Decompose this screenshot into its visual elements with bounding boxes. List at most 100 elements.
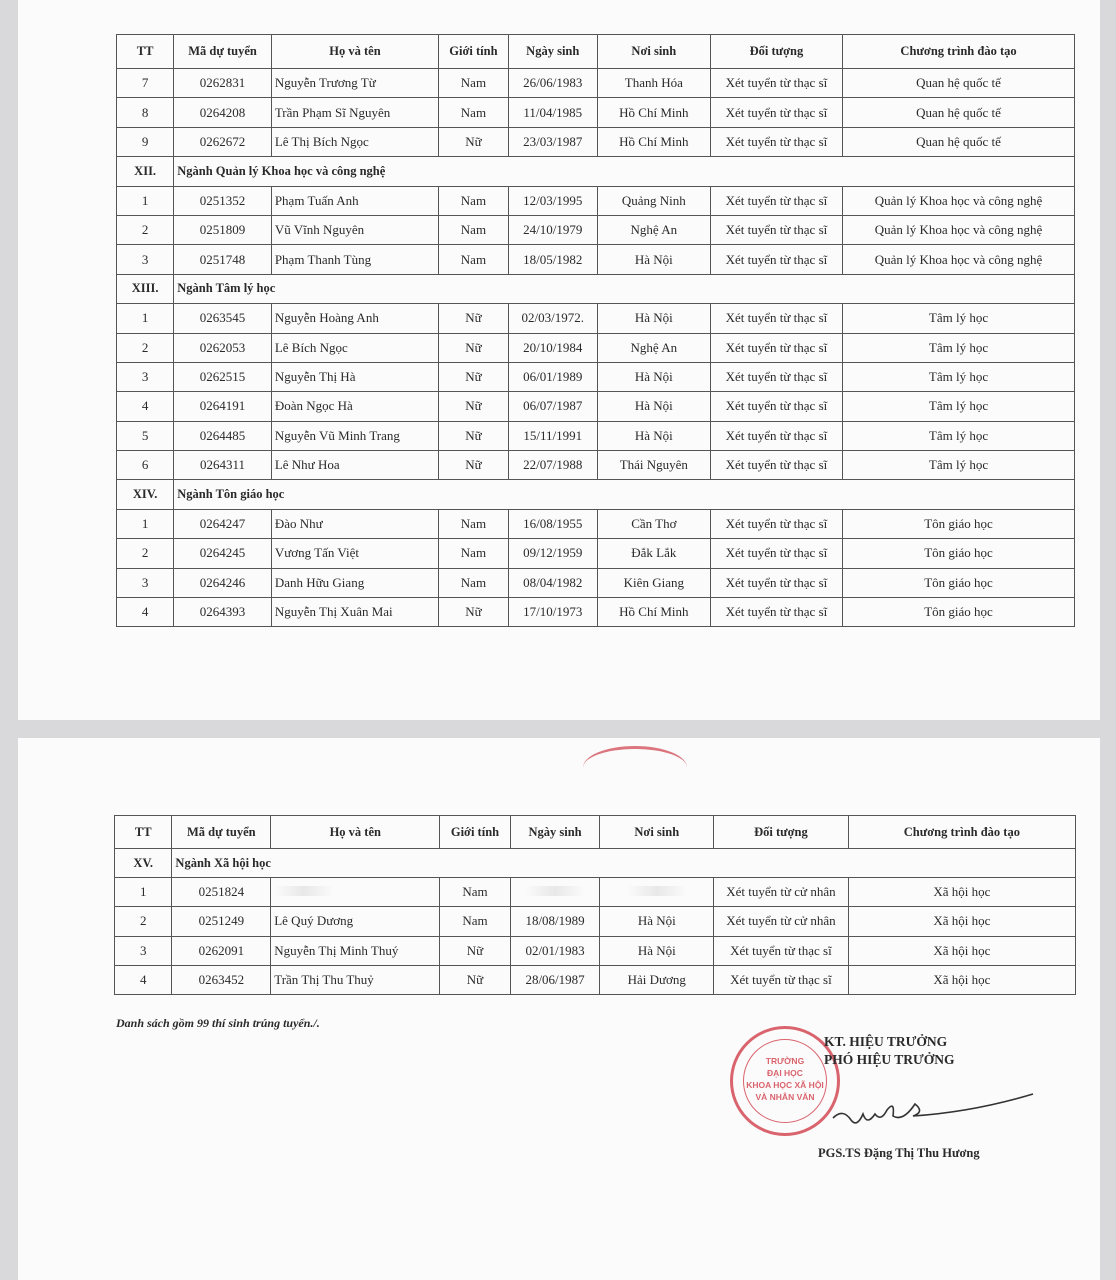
table-row: 2 0262053 Lê Bích Ngọc Nữ 20/10/1984 Nghệ An X… — [115, 332, 1075, 363]
table-cell: Quảng Ninh — [596, 185, 711, 216]
column-header: Giới tính — [438, 34, 509, 69]
seal-fragment — [583, 746, 687, 789]
redacted-value — [626, 886, 687, 897]
table-cell: Xét tuyển từ thạc sĩ — [709, 185, 844, 216]
table-cell: Xét tuyển từ thạc sĩ — [709, 391, 844, 422]
table-cell: Phạm Tuấn Anh — [270, 185, 440, 216]
table-cell: Tôn giáo học — [842, 508, 1075, 540]
table-cell: Xét tuyển từ thạc sĩ — [709, 332, 844, 363]
column-header: Ngày sinh — [507, 34, 598, 69]
admission-table-page-2: TT Mã dự tuyển Họ và tên Giới tính Ngày sinh… — [113, 815, 1077, 995]
column-header: Họ và tên — [270, 815, 441, 849]
table-cell: 15/11/1991 — [507, 420, 598, 452]
table-cell: 02/03/1972. — [507, 303, 598, 334]
table-row: 3 0262091 Nguyễn Thị Minh Thuý Nữ 02/01/1983… — [113, 935, 1077, 966]
table-cell: Nguyễn Vũ Minh Trang — [270, 420, 440, 452]
table-cell: 23/03/1987 — [507, 126, 598, 158]
table-cell: 3 — [115, 244, 175, 275]
header-row: TT Mã dự tuyển Họ và tên Giới tính Ngày sinh… — [115, 34, 1075, 69]
table-row: 4 0263452 Trần Thị Thu Thuỷ Nữ 28/06/1987 Hải… — [113, 964, 1077, 995]
table-cell: Nữ — [438, 332, 509, 363]
column-header: Ngày sinh — [509, 815, 601, 849]
header-row: TT Mã dự tuyển Họ và tên Giới tính Ngày sinh… — [113, 815, 1077, 849]
table-cell: Nam — [438, 567, 509, 599]
table-cell: 2 — [115, 332, 175, 363]
table-cell: 0262091 — [171, 935, 272, 966]
table-cell: 3 — [115, 361, 175, 393]
table-cell: 0262053 — [173, 332, 272, 363]
table-cell: Nam — [438, 185, 509, 216]
table-cell: Danh Hữu Giang — [270, 567, 440, 599]
column-header: TT — [113, 815, 173, 849]
section-number: XII. — [115, 156, 175, 187]
table-cell: Xét tuyển từ thạc sĩ — [709, 450, 844, 481]
table-cell: Hà Nội — [599, 906, 715, 937]
table-cell: 0251748 — [173, 244, 272, 275]
table-cell: 0264485 — [173, 420, 272, 452]
table-cell: Nữ — [438, 361, 509, 393]
list-summary-note: Danh sách gồm 99 thí sinh trúng tuyển./. — [116, 1016, 320, 1030]
table-cell: Nghệ An — [596, 332, 711, 363]
table-cell: Xét tuyển từ thạc sĩ — [709, 508, 844, 540]
table-cell: Tâm lý học — [842, 332, 1075, 363]
table-cell: 1 — [115, 185, 175, 216]
table-cell: Nữ — [439, 964, 511, 995]
table-cell: Tâm lý học — [842, 391, 1075, 422]
table-cell: 0264208 — [173, 97, 272, 128]
table-cell: Nam — [439, 906, 511, 937]
table-cell: Lê Bích Ngọc — [270, 332, 440, 363]
table-cell: Vũ Vĩnh Nguyên — [270, 214, 440, 246]
admission-table-page-1: TT Mã dự tuyển Họ và tên Giới tính Ngày sinh… — [115, 34, 1075, 628]
table-cell: Xét tuyển từ thạc sĩ — [709, 303, 844, 334]
table-cell: 6 — [115, 450, 175, 481]
table-cell: Lê Như Hoa — [270, 450, 440, 481]
section-row: XV. Ngành Xã hội học — [113, 847, 1076, 879]
table-cell: 4 — [113, 964, 173, 995]
table-cell: 7 — [115, 67, 175, 99]
table-cell: Hồ Chí Minh — [596, 97, 711, 128]
table-cell: Tâm lý học — [842, 361, 1075, 393]
table-cell: 0251824 — [171, 877, 272, 908]
table-row: 2 0264245 Vương Tấn Việt Nam 09/12/1959 Đắk L… — [115, 538, 1075, 569]
table-cell: Vương Tấn Việt — [270, 538, 440, 569]
section-title: Ngành Tôn giáo học — [173, 479, 1075, 510]
section-title: Ngành Xã hội học — [171, 847, 1076, 879]
table-cell: 4 — [115, 597, 175, 628]
table-cell: Xã hội học — [847, 935, 1077, 966]
table-cell: 17/10/1973 — [507, 597, 598, 628]
table-cell: Xét tuyển từ thạc sĩ — [713, 964, 849, 995]
redacted-value — [274, 886, 335, 897]
table-cell: 0264191 — [173, 391, 272, 422]
table-cell: Quản lý Khoa học và công nghệ — [842, 244, 1075, 275]
redacted-value — [525, 886, 586, 897]
table-row: 7 0262831 Nguyễn Trương Từ Nam 26/06/1983 Tha… — [115, 67, 1075, 99]
table-cell: Xã hội học — [847, 877, 1077, 908]
table-cell: 0262672 — [173, 126, 272, 158]
table-cell: Nam — [438, 214, 509, 246]
column-header: Nơi sinh — [596, 34, 711, 69]
table-cell: Thanh Hóa — [596, 67, 711, 99]
table-cell: Nguyễn Thị Xuân Mai — [270, 597, 440, 628]
table-cell: 5 — [115, 420, 175, 452]
table-cell: Tâm lý học — [842, 420, 1075, 452]
table-cell: Xét tuyển từ thạc sĩ — [709, 244, 844, 275]
table-cell — [599, 877, 715, 908]
table-cell: Đắk Lắk — [596, 538, 711, 569]
table-cell: Nữ — [438, 597, 509, 628]
table-cell: Nam — [438, 538, 509, 569]
table-row: 6 0264311 Lê Như Hoa Nữ 22/07/1988 Thái Nguyê… — [115, 450, 1075, 481]
table-cell: 1 — [115, 508, 175, 540]
table-cell: Hà Nội — [596, 244, 711, 275]
table-cell: 11/04/1985 — [507, 97, 598, 128]
table-cell: 2 — [113, 906, 173, 937]
table-cell: Xã hội học — [847, 906, 1077, 937]
table-cell — [509, 877, 601, 908]
table-cell: 18/08/1989 — [509, 906, 601, 937]
table-row: 2 0251249 Lê Quý Dương Nam 18/08/1989 Hà Nội X… — [113, 906, 1077, 937]
table-cell: Tâm lý học — [842, 450, 1075, 481]
table-row: 1 0264247 Đào Như Nam 16/08/1955 Cần Thơ Xét t… — [115, 508, 1075, 540]
column-header: Mã dự tuyển — [173, 34, 272, 69]
table-cell: 0262831 — [173, 67, 272, 99]
column-header: Đối tượng — [709, 34, 844, 69]
table-cell: 09/12/1959 — [507, 538, 598, 569]
